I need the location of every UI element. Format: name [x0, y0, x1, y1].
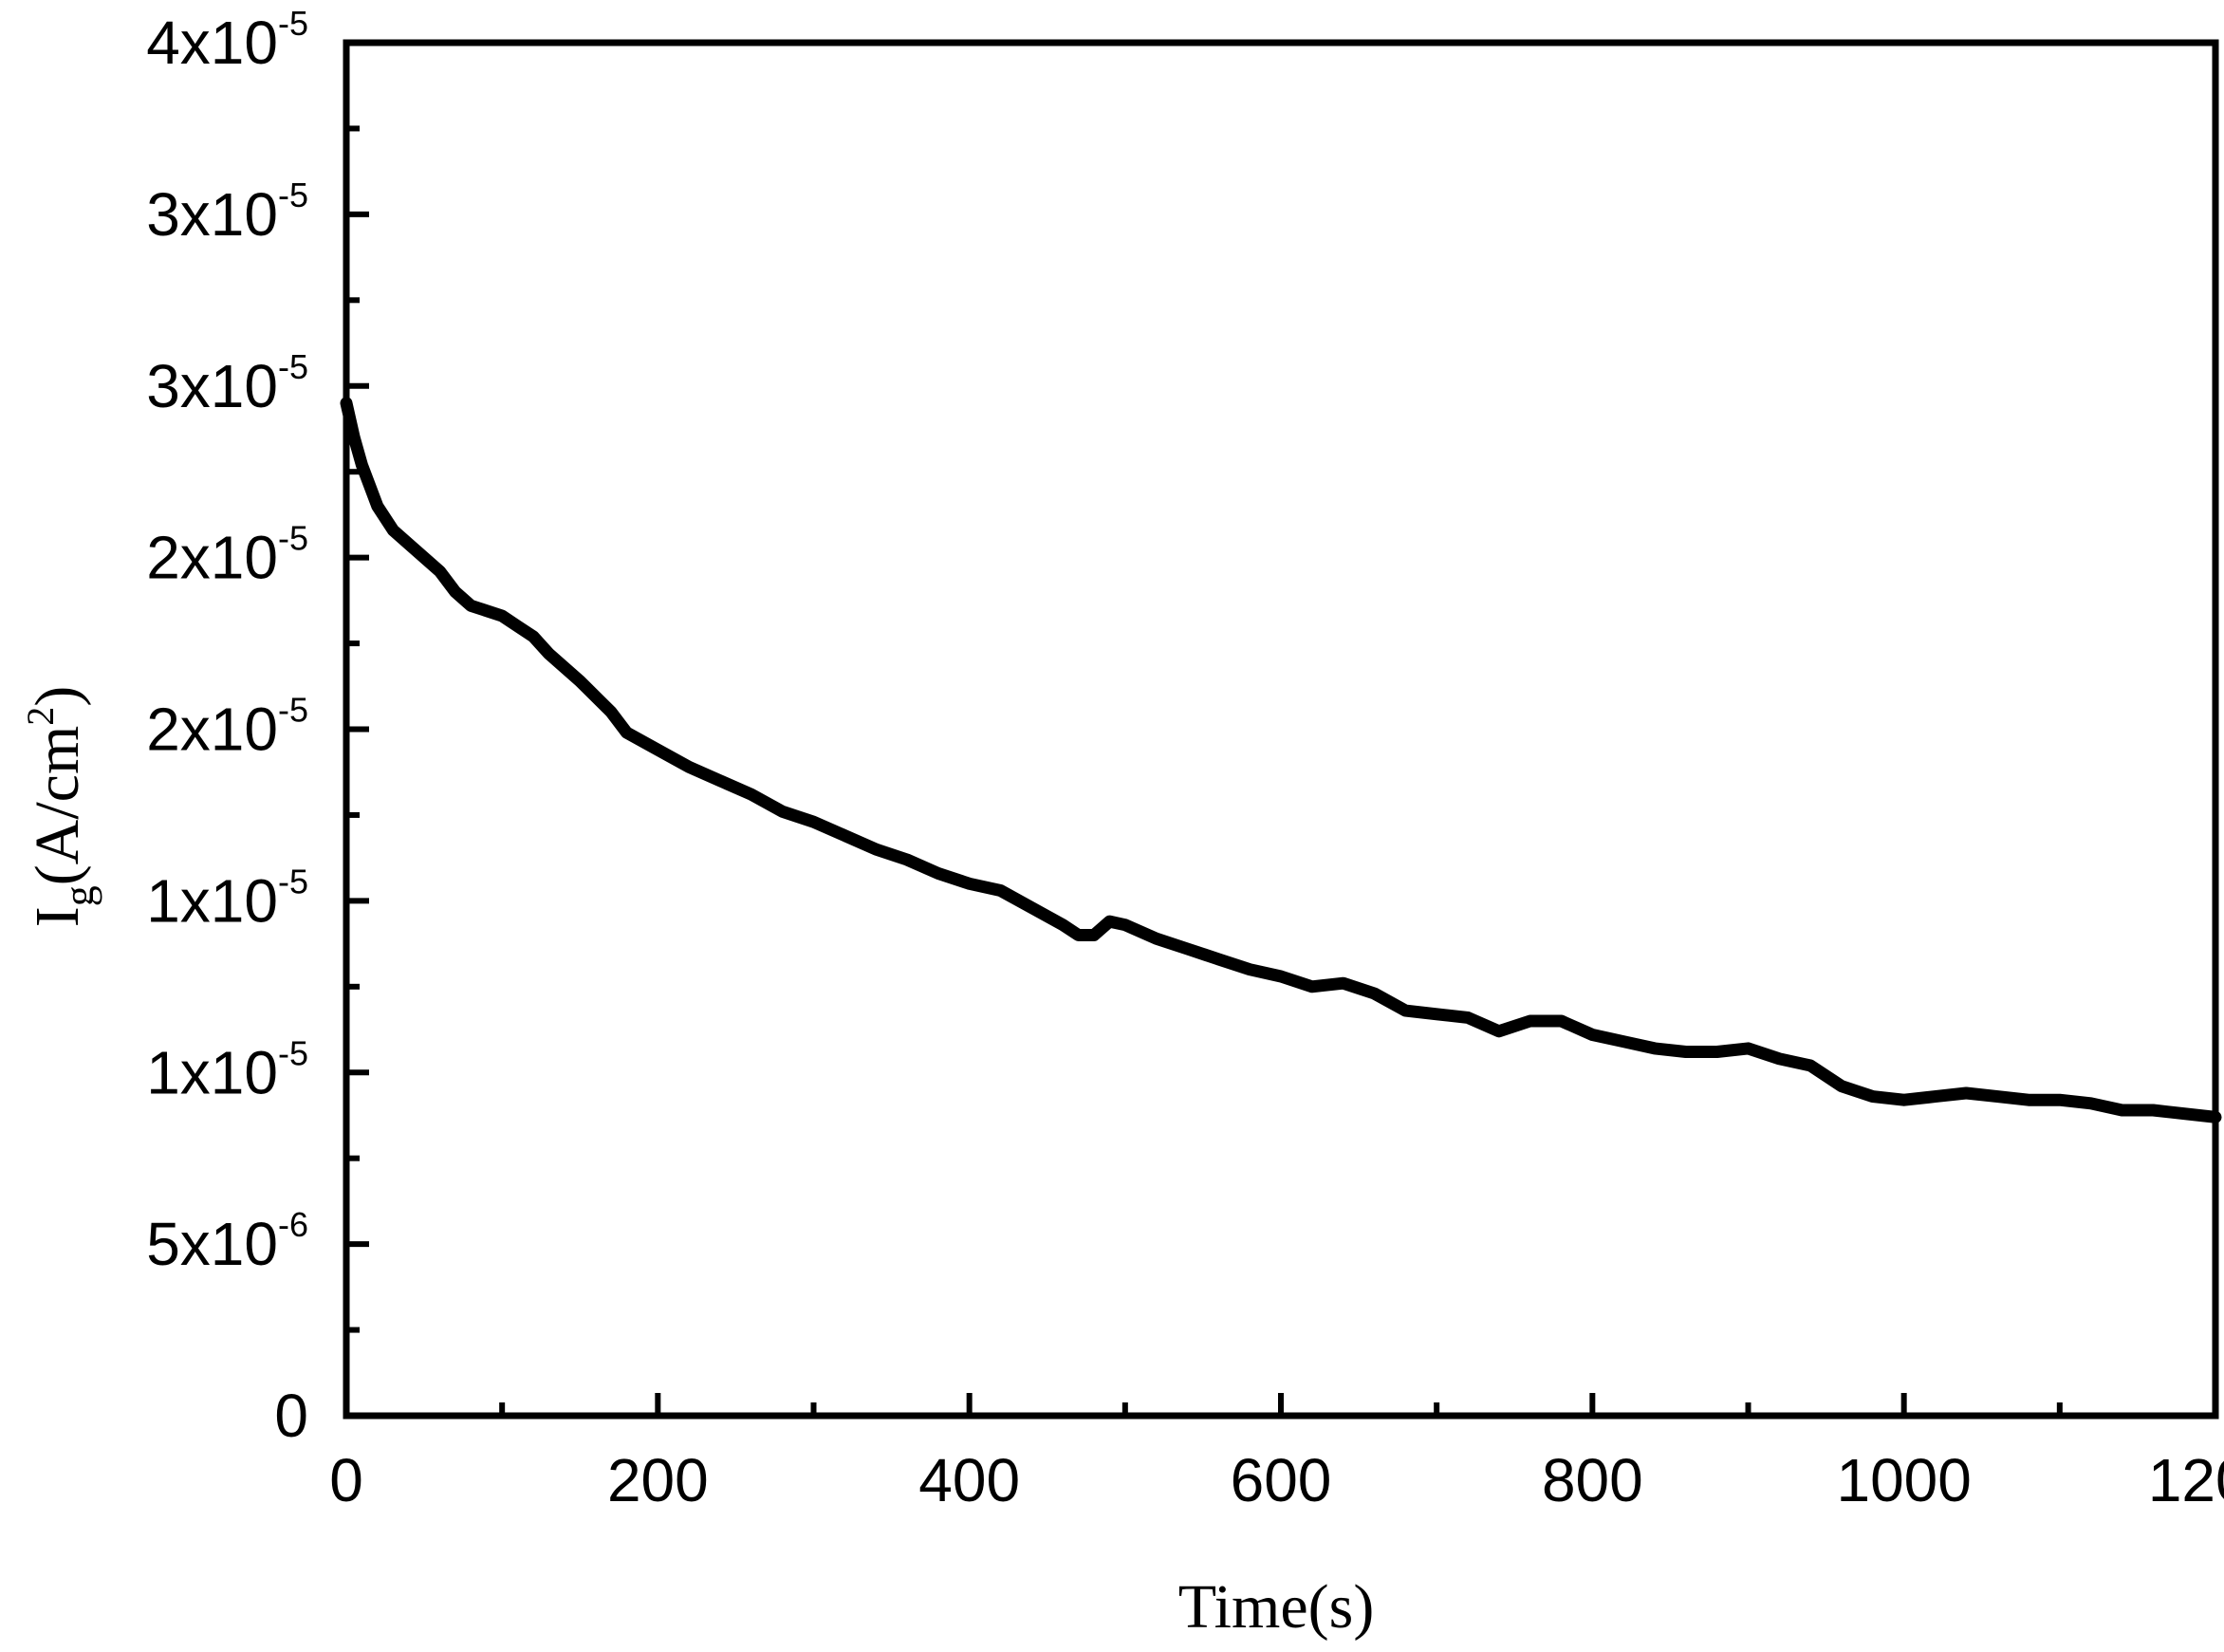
x-tick-label: 600	[1231, 1446, 1332, 1514]
y-tick-label: 3x10-5	[146, 347, 308, 420]
y-tick-label: 2x10-5	[146, 691, 308, 764]
y-tick-label: 3x10-5	[146, 176, 308, 249]
x-tick-label: 800	[1542, 1446, 1643, 1514]
series-layer	[340, 397, 2222, 1123]
y-axis-title-unit-close: )	[23, 686, 92, 707]
y-tick-label: 0	[274, 1382, 308, 1450]
x-tick-label: 1200	[2148, 1446, 2224, 1514]
x-tick-label: 1000	[1836, 1446, 1971, 1514]
y-tick-label: 4x10-5	[146, 4, 308, 77]
series-line-1	[340, 397, 2222, 1123]
y-axis-title: Ig(A/cm2)	[19, 686, 102, 928]
y-tick-label: 2x10-5	[146, 519, 308, 592]
y-tick-label: 1x10-5	[146, 1033, 308, 1106]
x-axis-title: Time(s)	[1178, 1572, 1375, 1642]
svg-text:Ig(A/cm2): Ig(A/cm2)	[19, 686, 102, 928]
y-tick-label: 1x10-5	[146, 862, 308, 935]
y-axis-ticks: 0 5x10-6 1x10-5 1x10-5 2x10-5 2x10-5 3x10-5 3x1…	[146, 4, 369, 1450]
y-axis-title-sub: g	[56, 885, 102, 906]
x-axis-ticks: 0 200 400 600 800 1000 1200	[329, 1393, 2224, 1514]
y-axis-title-unit-sup: 2	[19, 707, 62, 726]
x-tick-label: 0	[329, 1446, 363, 1514]
y-tick-label: 5x10-6	[146, 1205, 308, 1278]
x-tick-label: 200	[607, 1446, 709, 1514]
y-axis-title-main: I	[23, 906, 92, 927]
x-tick-label: 400	[918, 1446, 1020, 1514]
y-axis-title-unit-open: (A/cm	[23, 726, 92, 886]
